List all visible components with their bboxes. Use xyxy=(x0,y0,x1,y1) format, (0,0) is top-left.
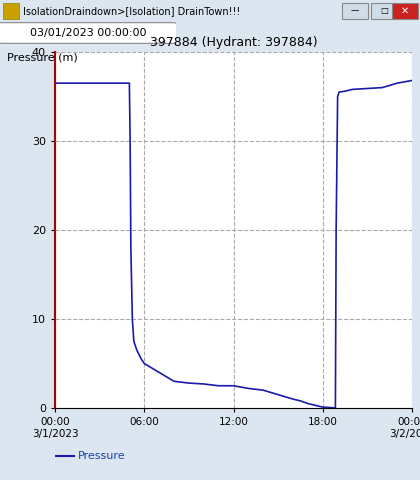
Text: Pressure: Pressure xyxy=(78,451,125,461)
Bar xyxy=(371,3,397,19)
Bar xyxy=(342,3,368,19)
Text: —: — xyxy=(351,7,359,15)
Text: 03/01/2023 00:00:00: 03/01/2023 00:00:00 xyxy=(30,28,147,38)
Text: ✕: ✕ xyxy=(401,6,409,16)
Text: Pressure (m): Pressure (m) xyxy=(7,52,78,62)
Title: 397884 (Hydrant: 397884): 397884 (Hydrant: 397884) xyxy=(150,36,318,49)
FancyBboxPatch shape xyxy=(0,23,178,43)
Text: □: □ xyxy=(380,7,388,15)
Bar xyxy=(3,3,19,19)
Bar xyxy=(392,3,418,19)
Text: IsolationDraindown>[Isolation] DrainTown!!!: IsolationDraindown>[Isolation] DrainTown… xyxy=(23,6,240,16)
